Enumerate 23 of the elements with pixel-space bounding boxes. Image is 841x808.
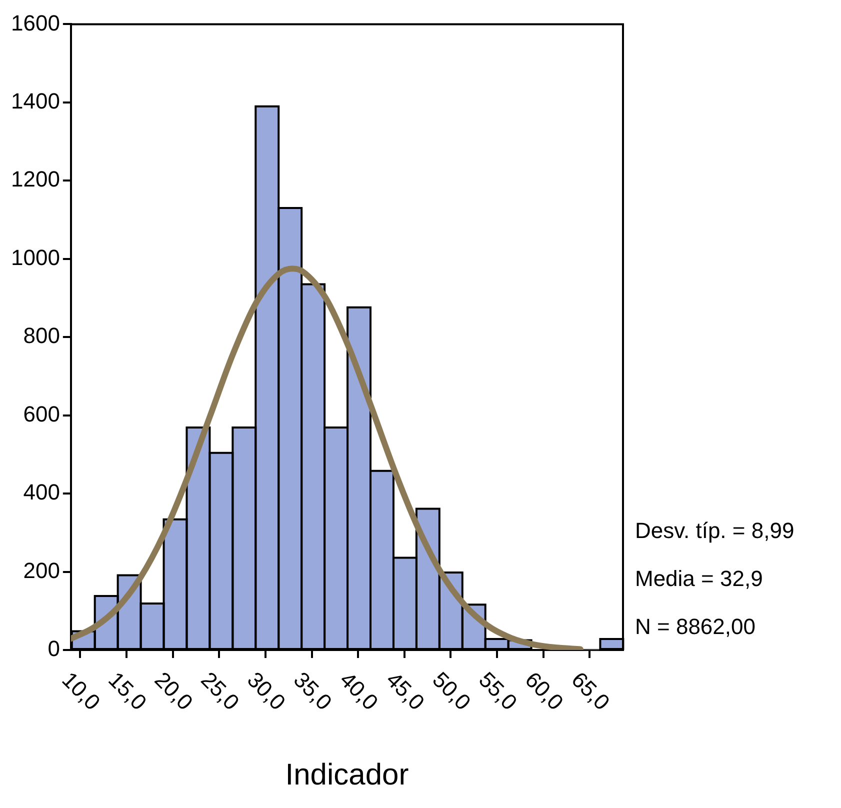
x-tick-label: 60,0 bbox=[520, 667, 568, 715]
text: Media = 32,9 bbox=[635, 566, 763, 592]
y-tick-label: 400 bbox=[23, 480, 60, 505]
x-tick-label: 10,0 bbox=[57, 667, 106, 715]
y-tick-label: 1000 bbox=[10, 244, 60, 270]
text: N = 8862,00 bbox=[635, 614, 756, 640]
text: Desv. típ. = 8,99 bbox=[635, 518, 794, 544]
y-tick-label: 600 bbox=[23, 401, 60, 426]
y-tick-label: 1600 bbox=[10, 10, 60, 36]
x-tick-label: 65,0 bbox=[566, 667, 615, 715]
x-tick-label: 30,0 bbox=[242, 667, 290, 715]
y-tick-label: 800 bbox=[23, 323, 60, 348]
y-tick-label: 200 bbox=[23, 558, 60, 583]
x-tick-label: 15,0 bbox=[104, 667, 152, 715]
x-tick-label: 25,0 bbox=[196, 667, 244, 715]
x-tick-label: 40,0 bbox=[335, 667, 384, 715]
x-tick-label: 35,0 bbox=[288, 667, 337, 715]
y-tick-label: 0 bbox=[48, 636, 60, 662]
x-tick-label: 45,0 bbox=[381, 667, 430, 715]
y-tick-label: 1400 bbox=[10, 88, 60, 114]
y-tick-label: 1200 bbox=[10, 166, 60, 192]
x-axis-title: Indicador bbox=[285, 758, 409, 792]
x-tick-label: 20,0 bbox=[150, 667, 198, 715]
